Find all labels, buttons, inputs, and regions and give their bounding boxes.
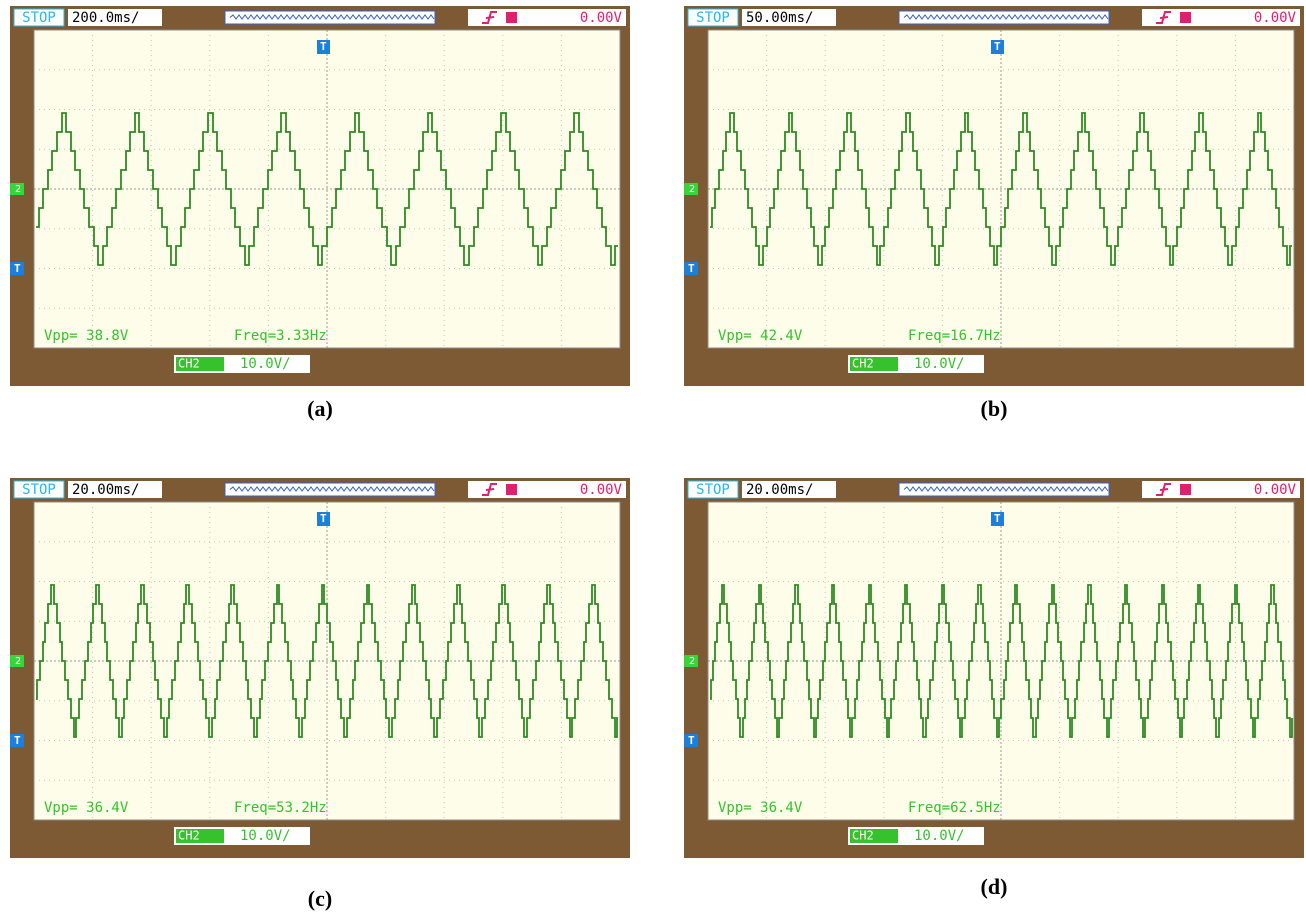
timebase: 20.00ms/: [746, 482, 813, 498]
timebase: 50.00ms/: [746, 10, 813, 26]
freq-readout: Freq=53.2Hz: [234, 800, 327, 816]
caption: (b): [684, 396, 1304, 422]
scope-screen: STOP 50.00ms/0.00V 2 T T Vpp= 42.4V Freq=16.7H…: [684, 6, 1304, 386]
trigger-marker: T: [14, 734, 21, 747]
trigger-marker: T: [320, 40, 327, 53]
trigger-position-bar: [225, 11, 435, 24]
trigger-position-bar: [225, 483, 435, 496]
trigger-marker: T: [320, 512, 327, 525]
freq-readout: Freq=16.7Hz: [908, 328, 1001, 344]
trigger-marker: T: [688, 734, 695, 747]
vpp-readout: Vpp= 42.4V: [718, 328, 803, 344]
channel-marker: 2: [689, 656, 695, 667]
status: STOP: [22, 10, 56, 26]
vpp-readout: Vpp= 38.8V: [44, 328, 129, 344]
channel-marker: 2: [15, 184, 21, 195]
trigger-marker: T: [994, 512, 1001, 525]
source-icon: [506, 484, 517, 495]
channel: CH2: [178, 357, 200, 371]
trigger-level: 0.00V: [580, 482, 623, 498]
source-icon: [1180, 484, 1191, 495]
status: STOP: [696, 10, 730, 26]
scope-screen: STOP 20.00ms/0.00V 2 T T Vpp= 36.4V Freq=62.5H…: [684, 478, 1304, 858]
channel-marker: 2: [15, 656, 21, 667]
trigger-level: 0.00V: [1254, 10, 1297, 26]
scope-panel: STOP 20.00ms/0.00V 2 T T Vpp= 36.4V Freq=53.2H…: [10, 478, 630, 863]
caption: (d): [684, 874, 1304, 900]
scope-panel: STOP 50.00ms/0.00V 2 T T Vpp= 42.4V Freq=16.7H…: [684, 6, 1304, 391]
trigger-level: 0.00V: [1254, 482, 1297, 498]
scale: 10.0V/: [240, 356, 291, 372]
trigger-position-bar: [899, 483, 1109, 496]
scope-screen: STOP 20.00ms/0.00V 2 T T Vpp= 36.4V Freq=53.2H…: [10, 478, 630, 858]
vpp-readout: Vpp= 36.4V: [718, 800, 803, 816]
scale: 10.0V/: [240, 828, 291, 844]
scope-panel: STOP 200.0ms/0.00V 2 T T Vpp= 38.8V Freq=3.33H…: [10, 6, 630, 391]
status: STOP: [696, 482, 730, 498]
trigger-marker: T: [14, 262, 21, 275]
channel: CH2: [852, 829, 874, 843]
trigger-level: 0.00V: [580, 10, 623, 26]
channel: CH2: [178, 829, 200, 843]
scale: 10.0V/: [914, 828, 965, 844]
trigger-position-bar: [899, 11, 1109, 24]
scale: 10.0V/: [914, 356, 965, 372]
channel-marker: 2: [689, 184, 695, 195]
vpp-readout: Vpp= 36.4V: [44, 800, 129, 816]
status: STOP: [22, 482, 56, 498]
source-icon: [506, 12, 517, 23]
trigger-marker: T: [994, 40, 1001, 53]
channel: CH2: [852, 357, 874, 371]
timebase: 20.00ms/: [72, 482, 139, 498]
figure: STOP 200.0ms/0.00V 2 T T Vpp= 38.8V Freq=3.33H…: [0, 0, 1306, 914]
caption: (c): [10, 886, 630, 912]
trigger-marker: T: [688, 262, 695, 275]
freq-readout: Freq=62.5Hz: [908, 800, 1001, 816]
timebase: 200.0ms/: [72, 10, 139, 26]
freq-readout: Freq=3.33Hz: [234, 328, 327, 344]
scope-panel: STOP 20.00ms/0.00V 2 T T Vpp= 36.4V Freq=62.5H…: [684, 478, 1304, 863]
caption: (a): [10, 396, 630, 422]
scope-screen: STOP 200.0ms/0.00V 2 T T Vpp= 38.8V Freq=3.33H…: [10, 6, 630, 386]
source-icon: [1180, 12, 1191, 23]
